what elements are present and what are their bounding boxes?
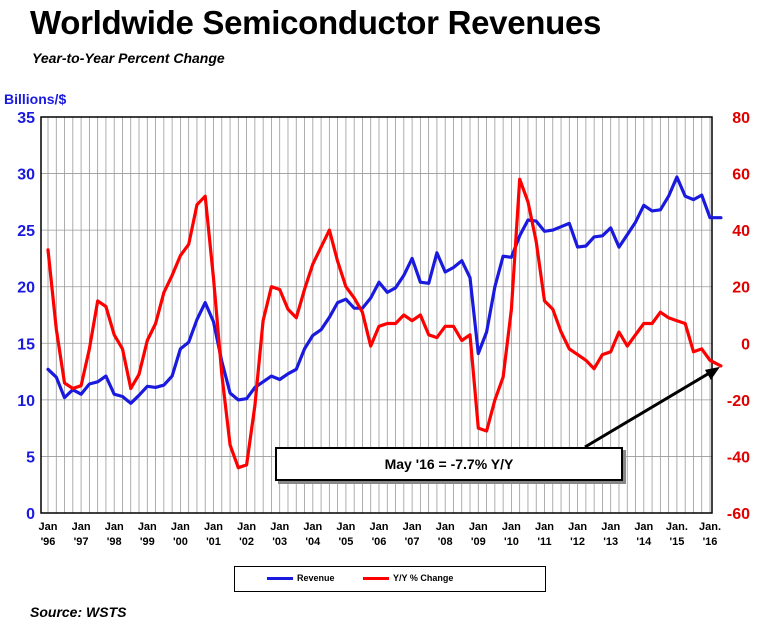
y-left-tick-label: 25 xyxy=(17,223,35,240)
y-right-tick-label: -20 xyxy=(727,393,750,410)
x-tick-label-year: '12 xyxy=(570,536,585,548)
annotation-arrow xyxy=(584,366,720,449)
x-tick-label-month: Jan xyxy=(204,521,223,533)
x-tick-label-year: '08 xyxy=(438,536,453,548)
y-left-tick-label: 10 xyxy=(17,393,35,410)
legend-item-yoy: Y/Y % Change xyxy=(363,573,453,583)
x-tick-label-month: Jan xyxy=(535,521,554,533)
y-left-tick-label: 0 xyxy=(26,506,35,523)
chart-axes xyxy=(40,116,713,514)
y-right-tick-label: 20 xyxy=(732,280,750,297)
y-right-tick-label: 80 xyxy=(732,110,750,127)
x-tick-label-year: '10 xyxy=(504,536,519,548)
x-tick-label-year: '11 xyxy=(537,536,551,548)
x-tick-label-month: Jan xyxy=(105,521,124,533)
chart-subtitle: Year-to-Year Percent Change xyxy=(32,50,225,66)
x-tick-label-year: '97 xyxy=(74,536,89,548)
x-tick-label-month: Jan xyxy=(403,521,422,533)
x-tick-label-year: '96 xyxy=(41,536,56,548)
y-left-tick-label: 30 xyxy=(17,167,35,184)
x-tick-label-year: '13 xyxy=(603,536,618,548)
x-tick-label-month: Jan xyxy=(469,521,488,533)
source-note: Source: WSTS xyxy=(30,604,127,620)
x-tick-label-month: Jan. xyxy=(699,521,721,533)
plot-frame xyxy=(40,116,713,514)
x-tick-label-month: Jan xyxy=(568,521,587,533)
legend-label-revenue: Revenue xyxy=(297,573,335,583)
x-tick-label-year: '07 xyxy=(405,536,420,548)
x-tick-label-month: Jan xyxy=(634,521,653,533)
y-left-tick-label: 15 xyxy=(17,336,35,353)
x-tick-label-year: '03 xyxy=(272,536,287,548)
x-tick-label-month: Jan xyxy=(237,521,256,533)
x-tick-label-year: '00 xyxy=(173,536,188,548)
x-tick-label-month: Jan xyxy=(270,521,289,533)
x-tick-label-year: '06 xyxy=(372,536,387,548)
x-tick-label-month: Jan xyxy=(72,521,91,533)
legend-label-yoy: Y/Y % Change xyxy=(393,573,454,583)
y-right-tick-label: -40 xyxy=(727,449,750,466)
x-tick-label-month: Jan xyxy=(436,521,455,533)
x-tick-label-month: Jan xyxy=(39,521,58,533)
y-right-tick-label: 0 xyxy=(741,336,750,353)
y-left-tick-label: 20 xyxy=(17,280,35,297)
legend-swatch-yoy xyxy=(363,576,389,580)
x-tick-label-year: '16 xyxy=(703,536,718,548)
x-tick-label-year: '01 xyxy=(206,536,221,548)
y-left-tick-label: 5 xyxy=(26,449,35,466)
y-right-tick-label: 60 xyxy=(732,167,750,184)
x-tick-label-month: Jan xyxy=(138,521,157,533)
x-tick-label-year: '05 xyxy=(338,536,353,548)
chart-legend: Revenue Y/Y % Change xyxy=(234,566,546,592)
x-tick-label-year: '02 xyxy=(239,536,254,548)
annotation-arrow-head xyxy=(704,366,720,380)
x-tick-label-year: '99 xyxy=(140,536,155,548)
series-line-yoy xyxy=(46,177,723,470)
x-tick-label-month: Jan xyxy=(502,521,521,533)
x-tick-label-month: Jan xyxy=(601,521,620,533)
x-tick-label-year: '15 xyxy=(669,536,684,548)
x-tick-label-year: '04 xyxy=(305,536,321,548)
page-title: Worldwide Semiconductor Revenues xyxy=(30,4,602,41)
y-right-tick-label: 40 xyxy=(732,223,750,240)
legend-swatch-revenue xyxy=(267,576,293,580)
x-tick-label-month: Jan xyxy=(171,521,190,533)
chart-ticks: 0 5 10 15 20 25 30 35 -60 -40 -20 0 20 40 60 80 Jan '96 Ja… xyxy=(17,110,750,548)
x-tick-label-year: '98 xyxy=(107,536,122,548)
y-right-tick-label: -60 xyxy=(727,506,750,523)
x-tick-label-month: Jan xyxy=(370,521,389,533)
x-tick-label-month: Jan xyxy=(336,521,355,533)
annotation-callout: May '16 = -7.7% Y/Y xyxy=(275,447,623,481)
x-tick-label-month: Jan xyxy=(303,521,322,533)
legend-item-revenue: Revenue xyxy=(267,573,335,583)
x-tick-label-month: Jan. xyxy=(666,521,688,533)
x-tick-label-year: '14 xyxy=(636,536,652,548)
series-line-revenue xyxy=(46,175,723,405)
chart-series xyxy=(46,175,723,470)
left-axis-unit-label: Billions/$ xyxy=(4,91,67,107)
x-tick-label-year: '09 xyxy=(471,536,486,548)
chart-svg: 0 5 10 15 20 25 30 35 -60 -40 -20 0 20 40 60 80 Jan '96 Ja… xyxy=(17,110,750,548)
annotation-arrow-shaft xyxy=(584,369,714,449)
y-left-tick-label: 35 xyxy=(17,110,35,127)
